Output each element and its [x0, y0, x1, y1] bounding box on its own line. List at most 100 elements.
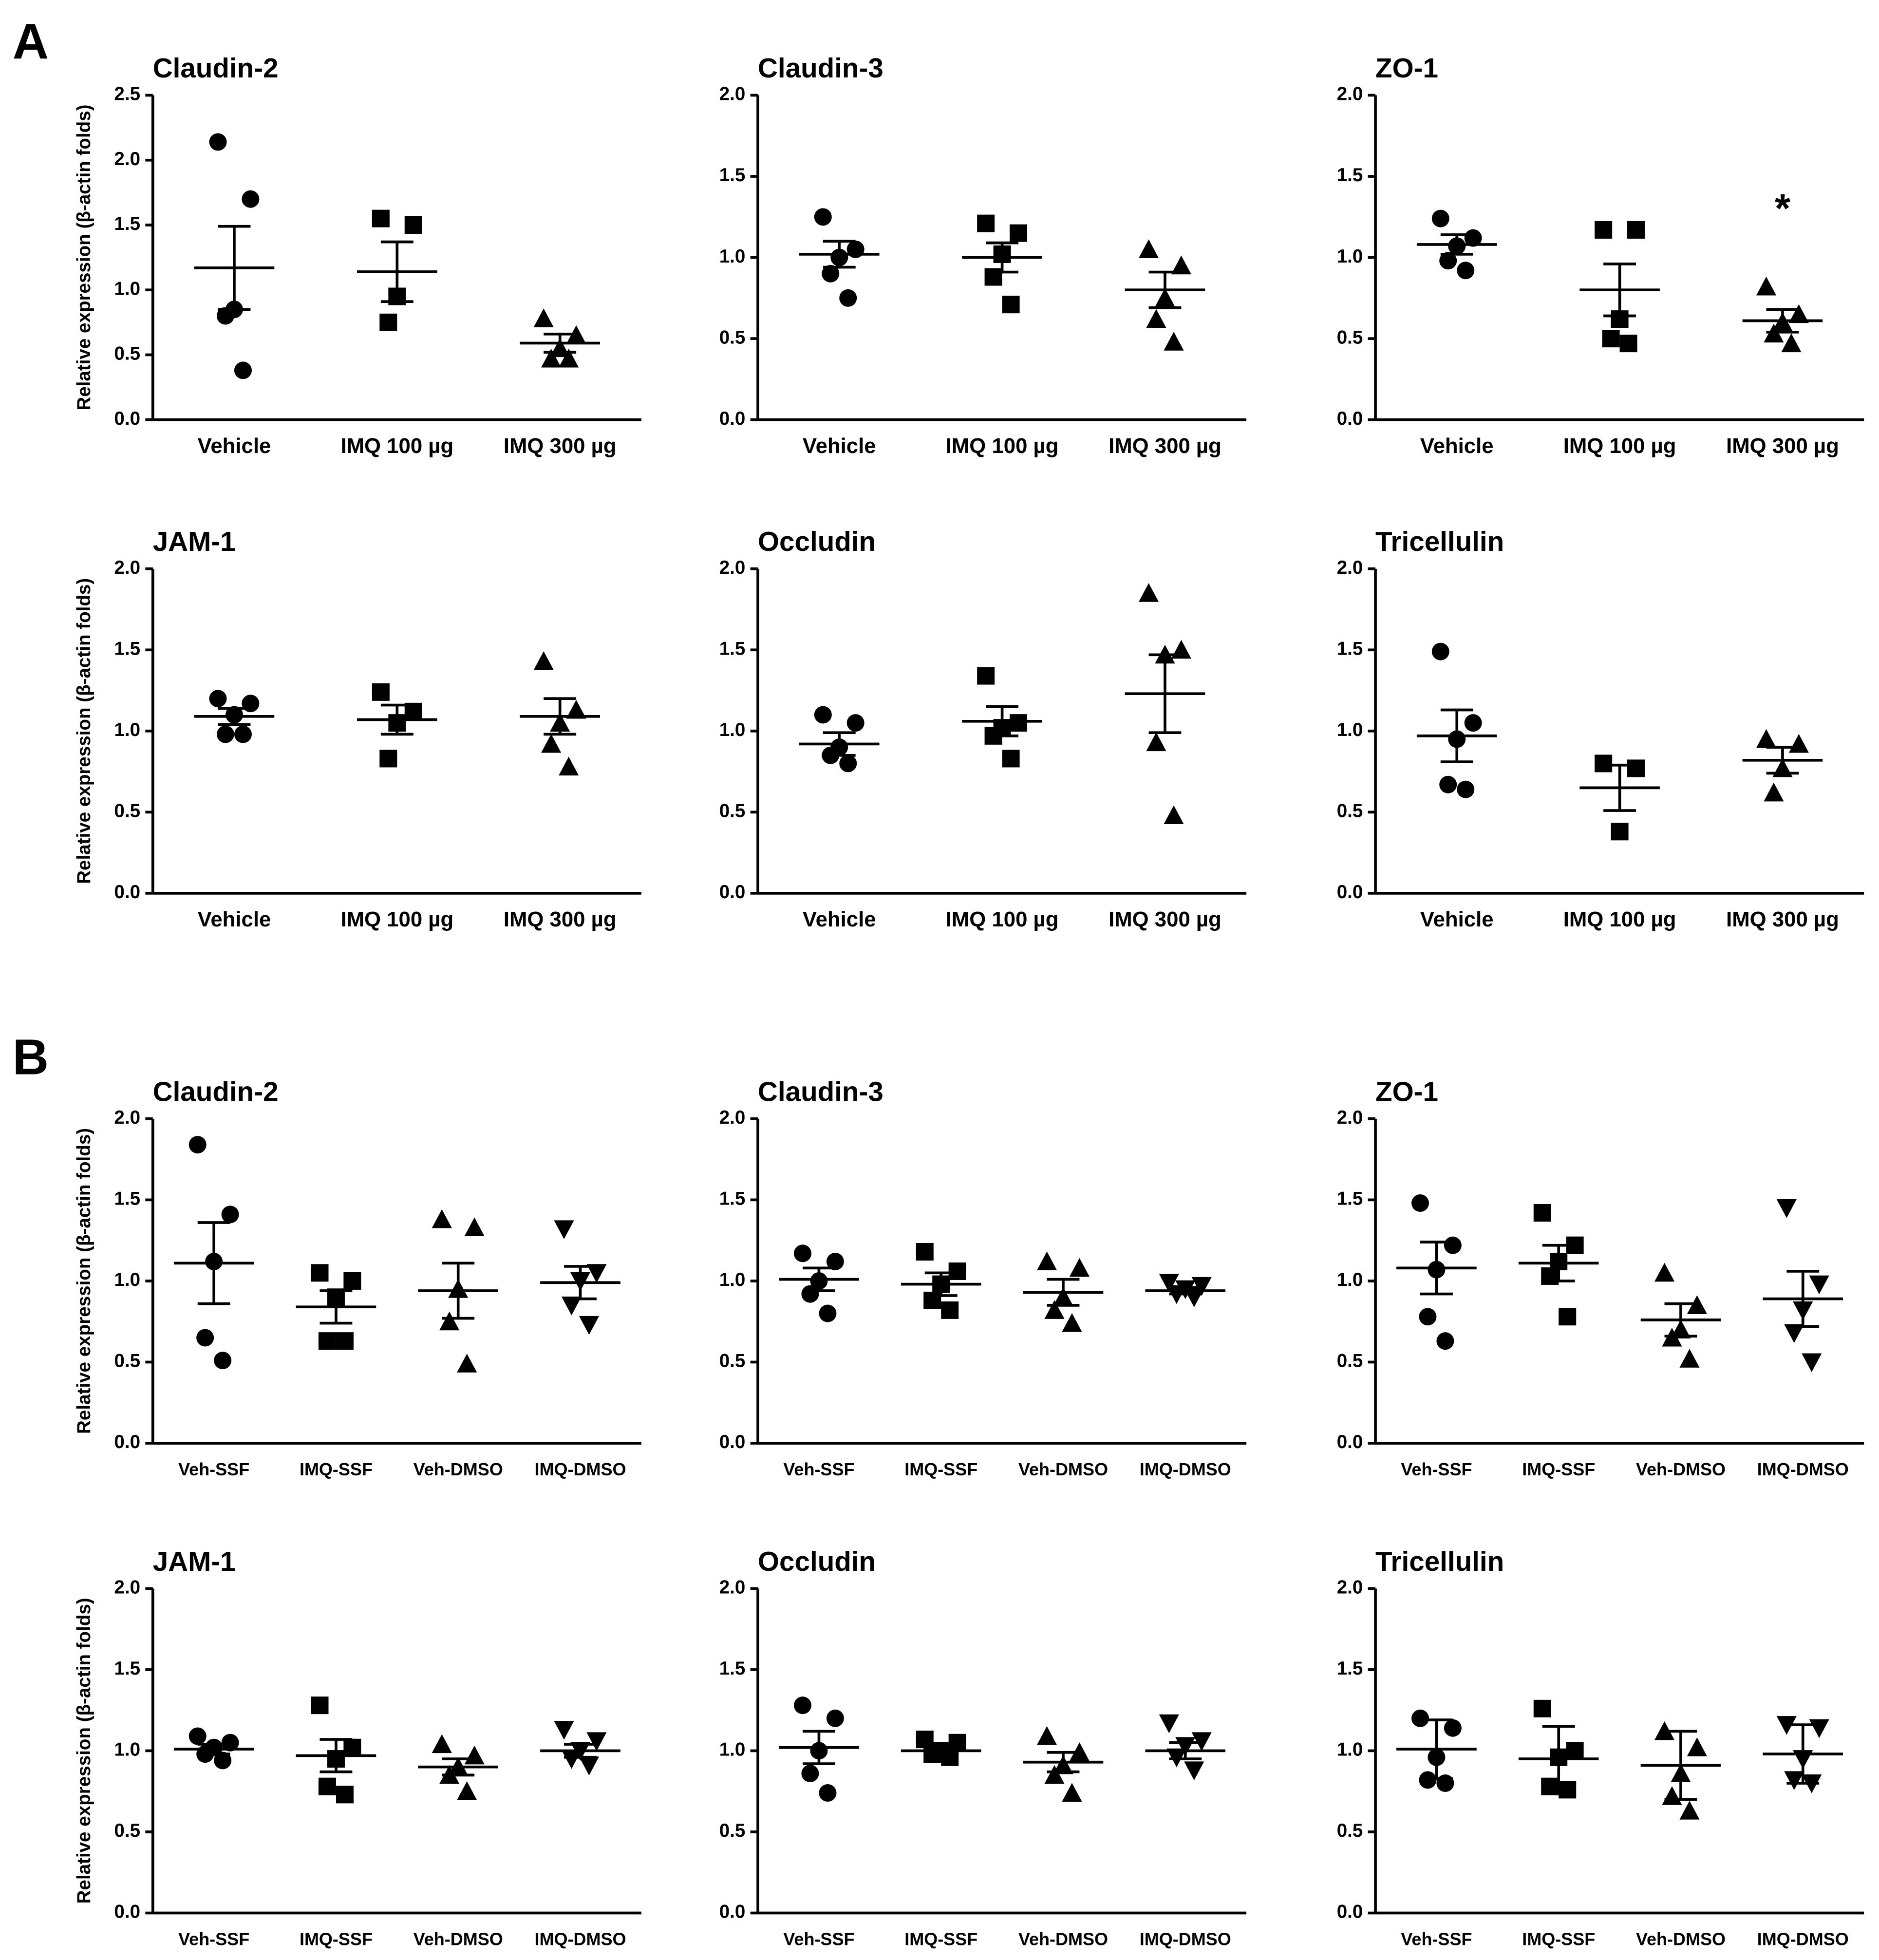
x-tick-label: IMQ-SSF: [1522, 1929, 1595, 1949]
data-point: [1559, 1308, 1577, 1326]
x-tick-label: Vehicle: [198, 434, 271, 458]
data-point: [839, 754, 857, 773]
x-tick-label: Vehicle: [803, 907, 876, 931]
data-point: [839, 289, 857, 307]
data-point: [533, 651, 554, 670]
y-tick-label: 0.5: [1337, 327, 1363, 348]
chart-title: Claudin-3: [758, 1076, 883, 1107]
y-tick-label: 2.0: [114, 149, 140, 170]
data-point: [1419, 1771, 1437, 1789]
data-point: [794, 1244, 812, 1263]
data-point: [209, 133, 227, 151]
data-point: [1159, 1274, 1179, 1293]
data-point: [1533, 1699, 1551, 1717]
data-point: [561, 1750, 582, 1769]
data-point: [1809, 1719, 1829, 1738]
y-tick-label: 0.0: [114, 882, 140, 903]
y-tick-label: 1.0: [719, 1269, 746, 1290]
y-tick-label: 1.0: [1337, 1739, 1363, 1760]
data-point: [221, 1206, 239, 1224]
x-tick-label: IMQ 300 µg: [1726, 434, 1839, 458]
x-tick-label: IMQ 300 µg: [504, 434, 617, 458]
data-point: [404, 216, 422, 234]
data-point: [1464, 714, 1482, 732]
x-tick-label: Veh-DMSO: [1636, 1459, 1726, 1479]
y-tick-label: 2.0: [1337, 557, 1363, 578]
y-tick-label: 1.5: [114, 1658, 140, 1679]
data-point: [216, 307, 234, 325]
data-point: [579, 1756, 600, 1775]
data-point: [541, 734, 562, 753]
data-point: [1431, 209, 1449, 227]
y-tick-label: 1.5: [719, 1658, 746, 1679]
data-point: [977, 214, 995, 232]
significance-mark: *: [1775, 186, 1790, 231]
x-tick-label: IMQ-SSF: [300, 1459, 373, 1479]
data-point: [216, 725, 234, 743]
y-tick-label: 0.0: [1337, 1432, 1363, 1452]
data-point: [801, 1285, 819, 1303]
data-point: [559, 756, 579, 776]
chart-title: ZO-1: [1375, 1076, 1438, 1107]
chart-title: Claudin-2: [153, 53, 279, 83]
data-point: [977, 667, 995, 685]
data-point: [801, 1765, 819, 1783]
y-tick-label: 1.0: [1337, 1269, 1363, 1290]
x-tick-label: Veh-SSF: [1401, 1929, 1472, 1949]
data-point: [432, 1734, 452, 1753]
y-tick-label: 2.0: [719, 1107, 746, 1128]
x-tick-label: Vehicle: [803, 434, 876, 458]
y-tick-label: 1.0: [719, 246, 746, 267]
x-tick-label: IMQ 300 µg: [504, 907, 617, 931]
chart-title: JAM-1: [153, 1546, 236, 1577]
y-tick-label: 2.0: [1337, 1107, 1363, 1128]
y-tick-label: 0.5: [114, 801, 140, 822]
data-point: [1809, 1275, 1829, 1295]
x-tick-label: IMQ-SSF: [904, 1459, 977, 1479]
y-tick-label: 2.0: [114, 1577, 140, 1598]
y-axis-label: Relative expression (β-actin folds): [74, 1598, 94, 1903]
x-tick-label: IMQ-SSF: [904, 1929, 977, 1949]
y-tick-label: 1.0: [719, 1739, 746, 1760]
data-point: [559, 348, 579, 368]
data-point: [1627, 221, 1645, 239]
x-tick-label: IMQ 300 µg: [1109, 434, 1221, 458]
data-point: [566, 699, 586, 719]
data-point: [1662, 1786, 1682, 1805]
data-point: [1788, 734, 1809, 753]
data-point: [1654, 1263, 1675, 1282]
data-point: [826, 1252, 844, 1270]
data-point: [1439, 775, 1457, 793]
data-point: [372, 683, 390, 701]
y-tick-label: 0.5: [719, 1351, 746, 1372]
x-tick-label: IMQ 300 µg: [1726, 907, 1839, 931]
data-point: [579, 1316, 600, 1335]
y-tick-label: 0.0: [719, 408, 746, 429]
data-point: [234, 725, 252, 743]
x-tick-label: Veh-SSF: [178, 1459, 249, 1479]
x-tick-label: IMQ 100 µg: [1563, 907, 1676, 931]
data-point: [1062, 1783, 1082, 1802]
y-tick-label: 2.5: [114, 84, 140, 105]
data-point: [1431, 642, 1449, 660]
data-point: [432, 1209, 452, 1228]
data-point: [1062, 1313, 1082, 1332]
y-tick-label: 1.0: [719, 719, 746, 740]
data-point: [1164, 332, 1184, 351]
x-tick-label: IMQ-DMSO: [1140, 1459, 1231, 1479]
x-tick-label: IMQ-SSF: [1522, 1459, 1595, 1479]
y-tick-label: 0.5: [719, 1820, 746, 1841]
data-point: [1776, 1199, 1797, 1218]
x-tick-label: IMQ 100 µg: [1563, 434, 1676, 458]
y-tick-label: 2.0: [719, 84, 746, 105]
data-point: [586, 1732, 607, 1752]
data-point: [561, 1296, 582, 1316]
data-point: [1602, 330, 1620, 348]
data-point: [1436, 1332, 1454, 1350]
data-point: [1619, 335, 1637, 353]
data-point: [541, 348, 562, 368]
data-point: [1559, 1781, 1577, 1799]
data-point: [234, 361, 252, 379]
data-point: [1138, 583, 1159, 602]
data-point: [819, 1784, 837, 1802]
